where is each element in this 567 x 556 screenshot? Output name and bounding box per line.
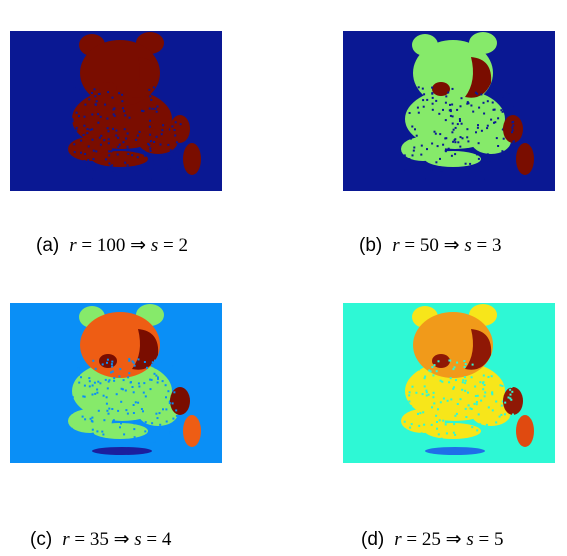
- caption-label: (a): [36, 235, 60, 256]
- caption-r-value: 50: [419, 235, 439, 256]
- image-panel-d: [343, 303, 555, 463]
- caption-label: (d): [361, 529, 385, 550]
- caption-label: (b): [359, 235, 383, 256]
- bear-image-b: [343, 31, 555, 191]
- image-panel-a: [10, 31, 222, 191]
- caption-label: (c): [30, 529, 53, 550]
- caption-a: (a) r = 100 ⇒ s = 2: [36, 235, 188, 256]
- caption-s-value: 3: [491, 235, 502, 256]
- image-panel-b: [343, 31, 555, 191]
- caption-s-value: 4: [161, 529, 172, 550]
- bear-image-a: [10, 31, 222, 191]
- image-panel-c: [10, 303, 222, 463]
- caption-c: (c) r = 35 ⇒ s = 4: [30, 529, 172, 550]
- bear-image-d: [343, 303, 555, 463]
- caption-b: (b) r = 50 ⇒ s = 3: [359, 235, 502, 256]
- caption-r-value: 25: [421, 529, 441, 550]
- bear-image-c: [10, 303, 222, 463]
- caption-r-value: 100: [96, 235, 126, 256]
- caption-s-value: 5: [493, 529, 504, 550]
- caption-d: (d) r = 25 ⇒ s = 5: [361, 529, 504, 550]
- caption-r-value: 35: [89, 529, 109, 550]
- caption-s-value: 2: [178, 235, 188, 256]
